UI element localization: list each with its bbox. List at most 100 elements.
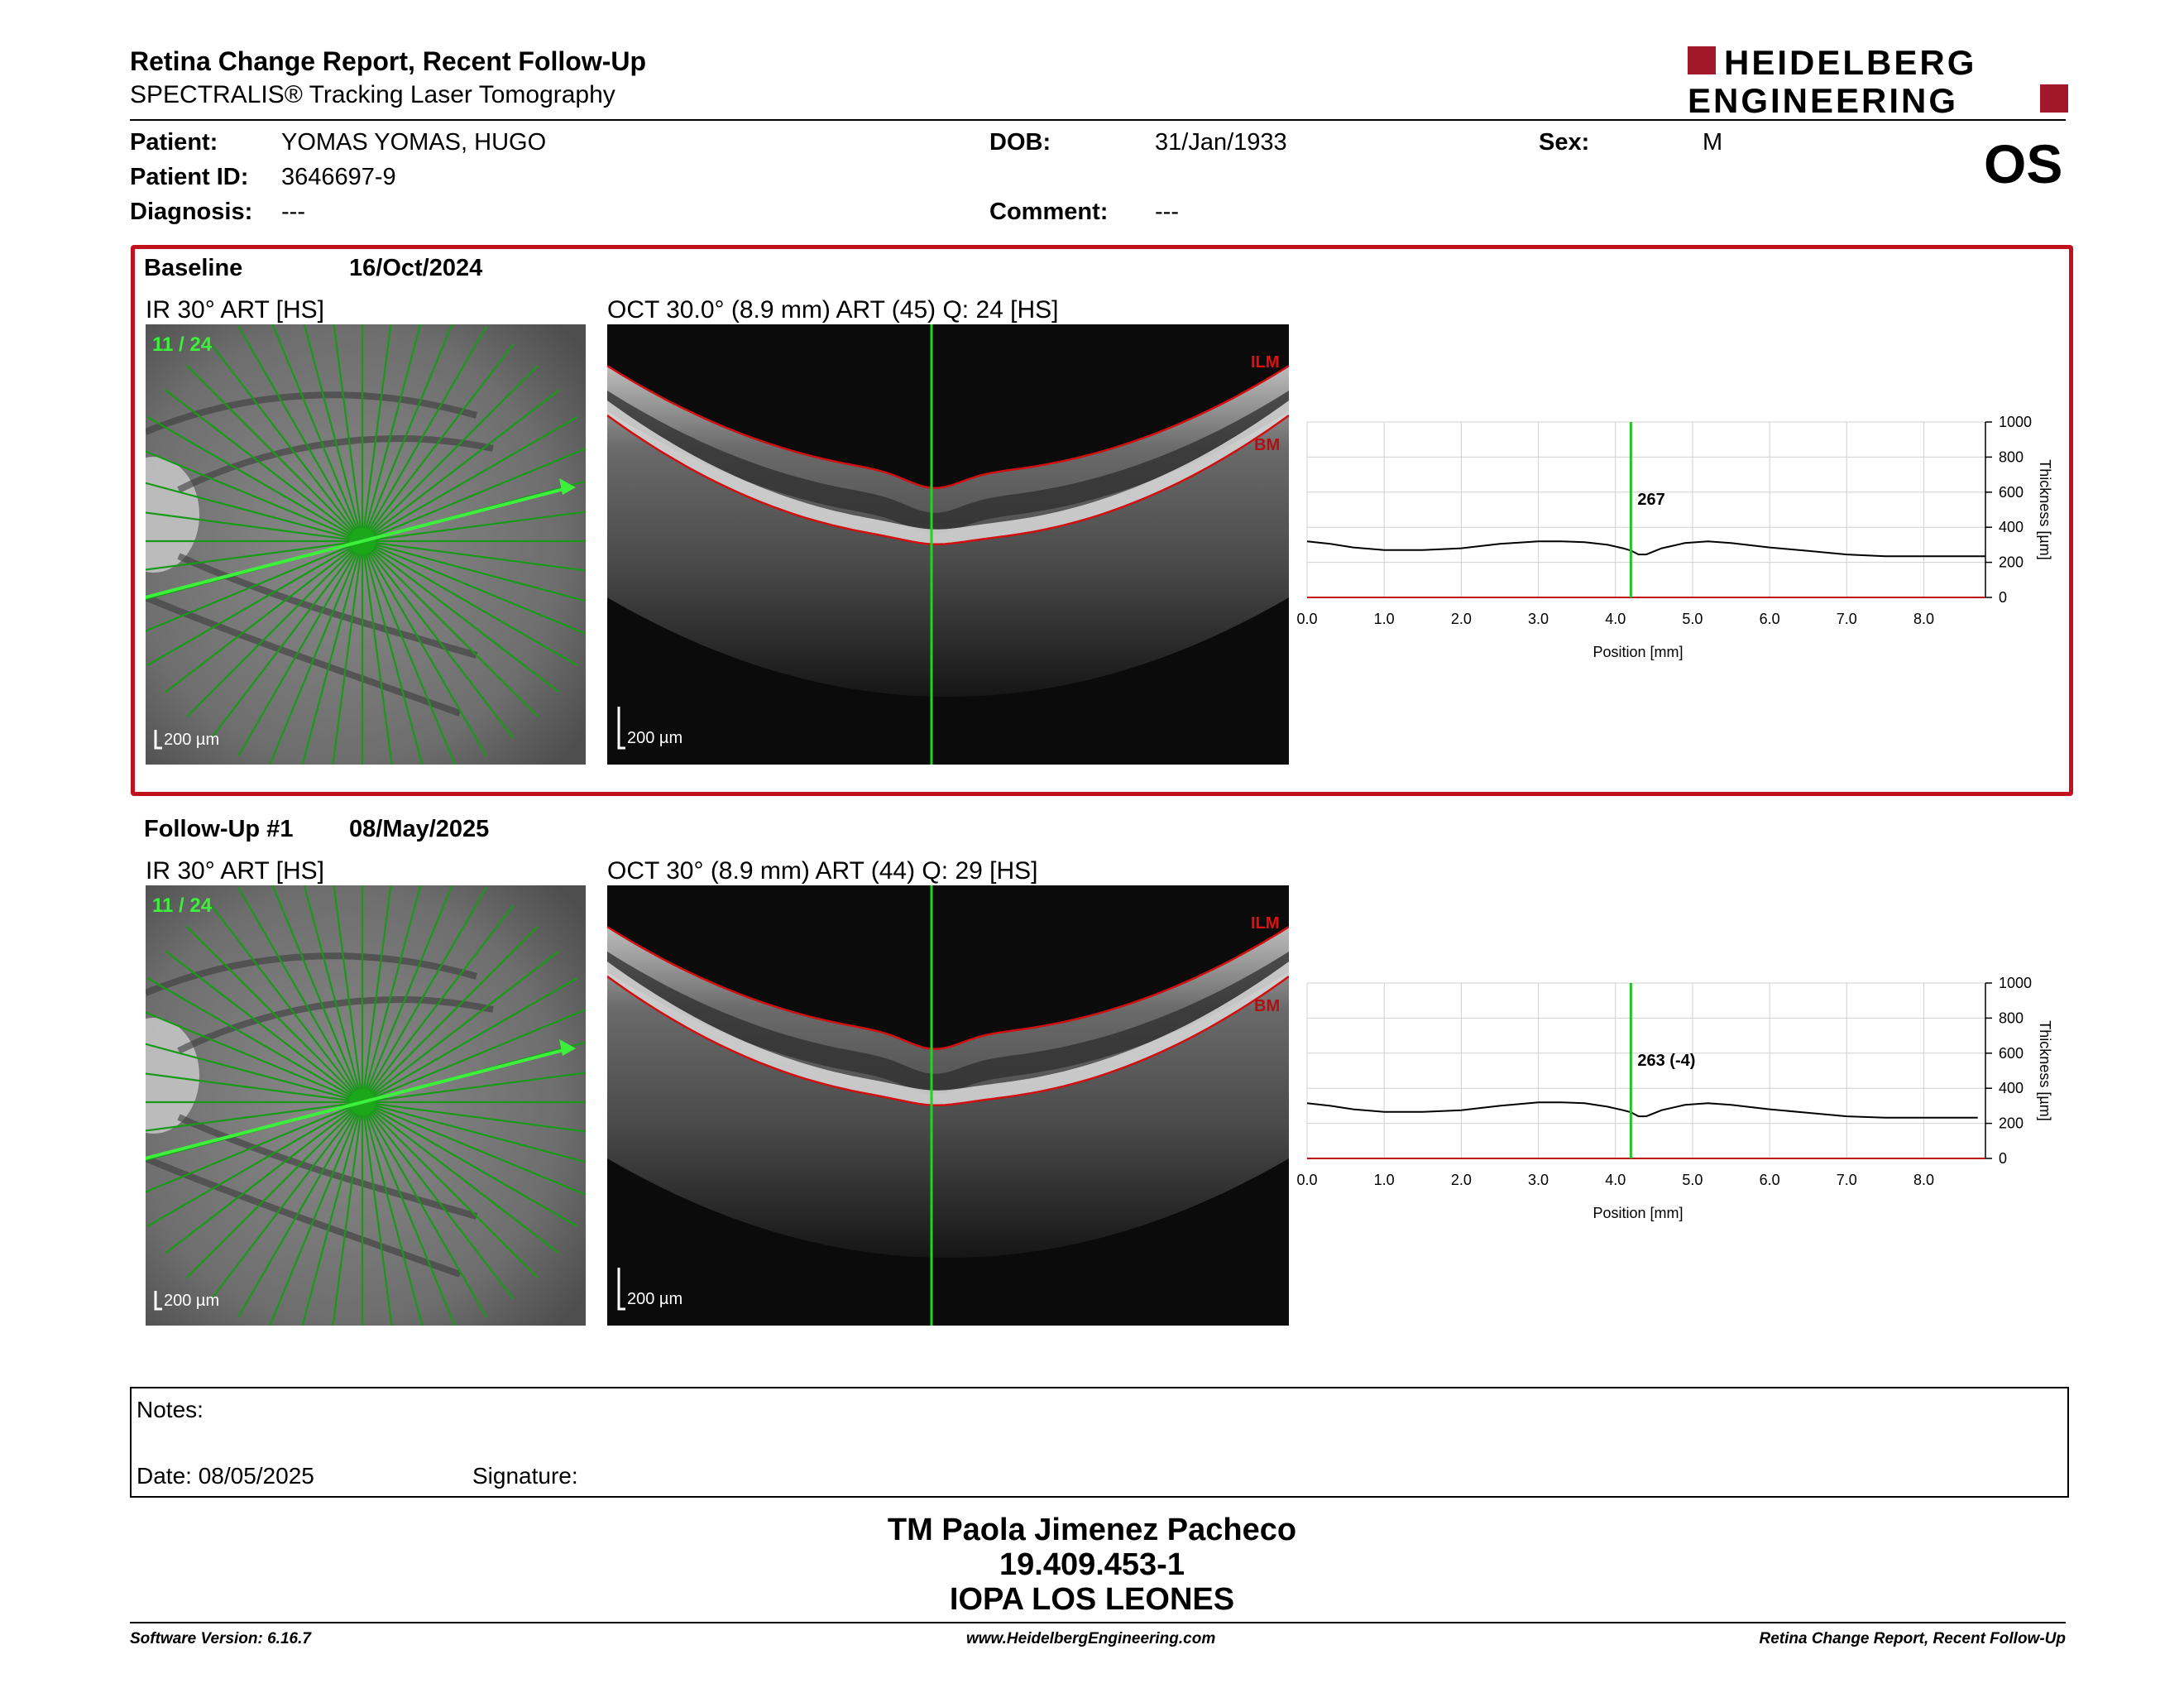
notes-date: Date: 08/05/2025 bbox=[136, 1463, 314, 1489]
baseline-highlight-frame bbox=[131, 245, 2073, 796]
baseline-x-tick-label: 8.0 bbox=[1913, 611, 1934, 627]
baseline-radial-scan-line bbox=[361, 324, 422, 542]
baseline-active-scan-line bbox=[146, 485, 572, 599]
followup-y-tick-label: 0 bbox=[1999, 1150, 2007, 1167]
patient-label: Patient: bbox=[130, 129, 218, 156]
baseline-radial-scan-line bbox=[362, 540, 539, 717]
baseline-radial-scan-line bbox=[210, 343, 363, 542]
followup-radial-scan-line bbox=[362, 1008, 586, 1104]
followup-x-tick-label: 5.0 bbox=[1682, 1172, 1703, 1188]
eye-indicator: OS bbox=[1984, 133, 2063, 194]
followup-radial-scan-line bbox=[362, 1101, 515, 1300]
followup-ir-scale-label: 200 µm bbox=[164, 1292, 219, 1310]
followup-oct-scalebar bbox=[617, 1268, 625, 1311]
baseline-ilm-boundary bbox=[607, 364, 1289, 489]
followup-radial-scan-line bbox=[362, 977, 578, 1103]
followup-radial-scan-line bbox=[268, 1101, 364, 1326]
baseline-bm-boundary bbox=[607, 414, 1289, 546]
followup-thickness-line bbox=[1306, 1101, 1978, 1119]
baseline-radial-scan-line bbox=[361, 324, 453, 542]
baseline-radial-scan-line bbox=[362, 540, 578, 666]
baseline-y-tick-label: 0 bbox=[1999, 589, 2007, 606]
followup-radial-scan-line bbox=[146, 1101, 363, 1193]
followup-radial-scan-line bbox=[362, 1101, 487, 1318]
baseline-fundus-image[interactable]: 11 / 24 200 µm bbox=[146, 324, 586, 765]
followup-radial-scan-line bbox=[361, 885, 422, 1103]
baseline-ir-title: IR 30° ART [HS] bbox=[146, 296, 324, 324]
baseline-x-tick-label: 6.0 bbox=[1760, 611, 1780, 627]
followup-date: 08/May/2025 bbox=[349, 816, 490, 842]
baseline-ir-scale-label: 200 µm bbox=[164, 731, 219, 749]
baseline-ilm-label: ILM bbox=[1251, 353, 1279, 372]
followup-radial-scan-line bbox=[361, 885, 453, 1103]
followup-ilm-boundary bbox=[607, 925, 1289, 1050]
baseline-x-tick-label: 3.0 bbox=[1528, 611, 1549, 627]
followup-radial-scan-line bbox=[146, 1101, 363, 1132]
signature-label: Signature: bbox=[472, 1463, 578, 1489]
followup-y-tick-label: 800 bbox=[1999, 1009, 2024, 1026]
followup-radial-scan-line bbox=[146, 977, 363, 1103]
followup-ir-counter: 11 / 24 bbox=[152, 894, 213, 917]
website-link[interactable]: www.HeidelbergEngineering.com bbox=[966, 1630, 1216, 1647]
heidelberg-logo: HEIDELBERG ENGINEERING bbox=[1688, 45, 2068, 117]
baseline-radial-scan-line bbox=[237, 540, 363, 757]
baseline-radial-scan-line bbox=[333, 324, 364, 542]
followup-y-tick-label: 200 bbox=[1999, 1115, 2024, 1132]
followup-active-scan-line bbox=[146, 1046, 572, 1160]
baseline-radial-scan-line bbox=[186, 365, 363, 542]
followup-fundus-image[interactable]: 11 / 24 200 µm bbox=[146, 885, 586, 1326]
followup-radial-scan-line bbox=[146, 1101, 363, 1227]
followup-vessel bbox=[177, 996, 494, 1054]
logo-line1: HEIDELBERG bbox=[1724, 45, 1976, 82]
followup-radial-scan-line bbox=[362, 1101, 586, 1133]
signer-place: IOPA LOS LEONES bbox=[949, 1582, 1235, 1617]
baseline-y-tick-label: 400 bbox=[1999, 519, 2024, 535]
diagnosis-label: Diagnosis: bbox=[130, 199, 253, 225]
baseline-oct-scale-label: 200 µm bbox=[627, 729, 682, 747]
followup-y-tick-label: 400 bbox=[1999, 1080, 2024, 1096]
baseline-ir-counter: 11 / 24 bbox=[152, 333, 213, 356]
followup-scan-arrowhead bbox=[559, 1039, 576, 1056]
followup-ir-scalebar bbox=[154, 1291, 162, 1311]
report-title: Retina Change Report, Recent Follow-Up bbox=[130, 46, 647, 76]
dob-value: 31/Jan/1933 bbox=[1155, 129, 1287, 156]
followup-radial-scan-line bbox=[361, 1101, 424, 1326]
followup-bm-label: BM bbox=[1254, 997, 1280, 1015]
baseline-oct-title: OCT 30.0° (8.9 mm) ART (45) Q: 24 [HS] bbox=[607, 296, 1059, 324]
followup-oct-bscan[interactable]: ILM BM 200 µm bbox=[607, 885, 1289, 1326]
baseline-oct-scalebar bbox=[617, 707, 625, 750]
followup-nuclear-layer bbox=[607, 952, 1289, 1095]
baseline-ir-scalebar bbox=[154, 730, 162, 750]
baseline-radial-scan-line bbox=[361, 540, 424, 765]
baseline-y-tick-label: 600 bbox=[1999, 484, 2024, 501]
baseline-y-axis-label: Thickness [µm] bbox=[2037, 459, 2053, 559]
followup-radial-scan-line bbox=[362, 1101, 560, 1254]
baseline-radial-scan-line bbox=[301, 540, 364, 765]
signer-name: TM Paola Jimenez Pacheco bbox=[887, 1513, 1297, 1547]
baseline-radial-scan-line bbox=[362, 539, 586, 572]
baseline-radial-scan-line bbox=[146, 539, 363, 571]
followup-radial-scan-line bbox=[362, 1101, 586, 1163]
followup-marker-value: 263 (-4) bbox=[1637, 1052, 1695, 1070]
followup-radial-scan-line bbox=[165, 950, 363, 1103]
baseline-x-tick-label: 4.0 bbox=[1605, 611, 1626, 627]
followup-radial-scan-line bbox=[333, 885, 364, 1103]
baseline-radial-scan-line bbox=[146, 540, 363, 666]
baseline-y-tick-label: 200 bbox=[1999, 554, 2024, 571]
followup-radial-scan-line bbox=[146, 1043, 363, 1104]
baseline-radial-scan-line bbox=[362, 343, 515, 542]
dob-label: DOB: bbox=[989, 129, 1051, 156]
report-subtitle: SPECTRALIS® Tracking Laser Tomography bbox=[130, 81, 615, 108]
baseline-radial-scan-line bbox=[332, 540, 364, 765]
followup-vessel bbox=[177, 1114, 478, 1220]
followup-x-axis-label: Position [mm] bbox=[1592, 1205, 1683, 1221]
followup-y-tick-label: 600 bbox=[1999, 1045, 2024, 1062]
baseline-radial-scan-line bbox=[362, 447, 586, 543]
followup-y-axis-label: Thickness [µm] bbox=[2037, 1020, 2053, 1120]
followup-radial-scan-line bbox=[362, 1101, 539, 1278]
baseline-thickness-plot: 0.0 1.0 2.0 3.0 4.0 5.0 6.0 7.0 8.0 0 200 400 600 800… bbox=[1297, 414, 2053, 660]
baseline-oct-bscan[interactable]: ILM BM 200 µm bbox=[607, 324, 1289, 765]
baseline-radial-scan-line bbox=[146, 482, 363, 543]
followup-vessel bbox=[146, 952, 478, 996]
followup-radial-scan-line bbox=[165, 1101, 363, 1254]
